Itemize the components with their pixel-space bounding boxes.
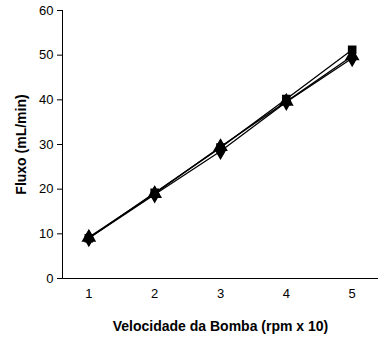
svg-text:5: 5 bbox=[349, 286, 356, 301]
svg-text:4: 4 bbox=[283, 286, 290, 301]
svg-text:0: 0 bbox=[46, 271, 53, 286]
svg-text:Velocidade da Bomba (rpm x 10): Velocidade da Bomba (rpm x 10) bbox=[113, 318, 329, 334]
svg-text:1: 1 bbox=[85, 286, 92, 301]
svg-text:20: 20 bbox=[39, 181, 53, 196]
svg-text:50: 50 bbox=[39, 47, 53, 62]
svg-text:10: 10 bbox=[39, 226, 53, 241]
svg-text:3: 3 bbox=[217, 286, 224, 301]
svg-text:40: 40 bbox=[39, 92, 53, 107]
svg-text:60: 60 bbox=[39, 3, 53, 18]
svg-text:2: 2 bbox=[151, 286, 158, 301]
svg-text:Fluxo (mL/min): Fluxo (mL/min) bbox=[13, 94, 29, 194]
svg-text:30: 30 bbox=[39, 137, 53, 152]
